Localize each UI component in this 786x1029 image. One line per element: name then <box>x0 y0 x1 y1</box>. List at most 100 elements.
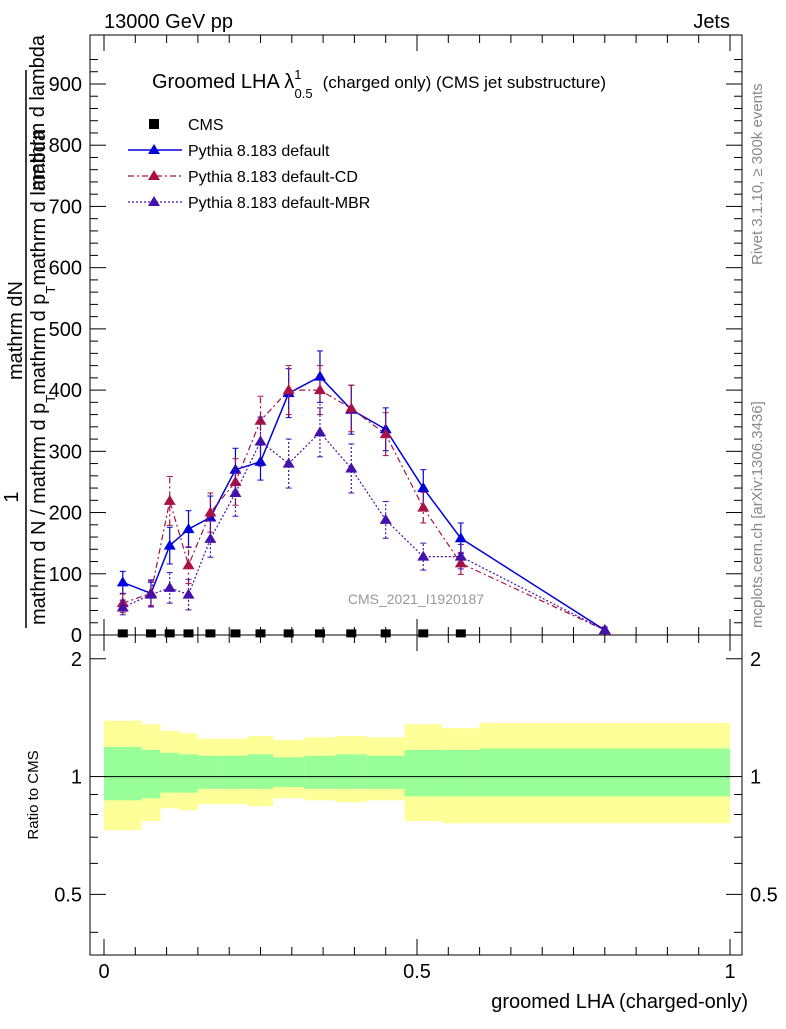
pythia-8-183-default-cd-point <box>204 506 217 517</box>
mcplots-info: mcplots.cern.ch [arXiv:1306.3436] <box>749 401 766 628</box>
header-observable: Jets <box>693 11 730 33</box>
pythia-8-183-default-point <box>163 539 176 550</box>
title-rest: (charged only) (CMS jet substructure) <box>323 73 606 92</box>
title-sup: 1 <box>294 67 301 82</box>
legend-cd-label: Pythia 8.183 default-CD <box>188 169 358 186</box>
pythia-8-183-default-point <box>116 576 129 587</box>
analysis-watermark: CMS_2021_I1920187 <box>348 591 484 607</box>
ratio-band-inner <box>104 747 142 801</box>
header-collision: 13000 GeV pp <box>104 11 233 33</box>
cms-point <box>230 629 241 638</box>
pythia-8-183-default-point <box>454 532 467 543</box>
y-tick-label: 0 <box>71 625 82 647</box>
pythia-8-183-default-mbr-point <box>116 601 129 612</box>
ratio-y-label: Ratio to CMS <box>25 750 42 839</box>
cms-point <box>283 629 294 638</box>
cms-point <box>455 629 466 638</box>
y-tick-label: 900 <box>49 74 82 96</box>
ratio-bands <box>104 720 730 831</box>
pythia-8-183-default-mbr-point <box>417 550 430 561</box>
cms-point <box>418 629 429 638</box>
pythia-8-183-default-mbr-point <box>144 588 157 599</box>
y-label-part3: mathrm d lambda <box>28 129 50 285</box>
legend: CMS Pythia 8.183 default Pythia 8.183 de… <box>128 117 370 212</box>
pythia-8-183-default-mbr-point <box>598 624 611 635</box>
pythia-8-183-default-mbr-point <box>163 581 176 592</box>
title-sub: 0.5 <box>295 86 313 101</box>
y-tick-label: 400 <box>49 380 82 402</box>
cms-point <box>346 629 357 638</box>
y-label-part2: mathrm d p <box>28 294 50 395</box>
pythia-8-183-default-mbr-point <box>182 588 195 599</box>
y-label-part1: mathrm d N / mathrm d p <box>28 403 50 625</box>
ratio-band-inner <box>197 755 223 789</box>
pythia-8-183-default-mbr-point <box>345 462 358 473</box>
cms-point <box>164 629 175 638</box>
ratio-band-inner <box>335 754 367 789</box>
pythia-8-183-default-cd-point <box>379 428 392 439</box>
x-axis-label: groomed LHA (charged-only) <box>491 991 748 1013</box>
cms-point <box>380 629 391 638</box>
main-ticks <box>90 35 742 636</box>
ratio-y-tick-label-right: 0.5 <box>750 884 778 906</box>
pythia-8-183-default-cd-point <box>454 557 467 568</box>
y-label-top-2: mathrm d lambda <box>27 34 49 190</box>
x-tick-label: 0.5 <box>403 961 431 983</box>
ratio-band-inner <box>141 749 161 799</box>
ratio-band-inner <box>304 755 336 789</box>
pythia-8-183-default-mbr-point <box>454 550 467 561</box>
legend-cd-marker <box>148 170 160 180</box>
pythia-8-183-default-cd-point <box>229 475 242 486</box>
pythia-8-183-default-cd-line <box>122 389 606 631</box>
y-label-dN: mathrm dN <box>5 281 27 380</box>
y-label-top: mathrm dN <box>5 281 27 380</box>
main-y-tick-labels: 0 100 200 300 400 500 600 700 800 900 <box>49 74 82 647</box>
y-label-numerator: 1 <box>1 491 23 502</box>
pythia-8-183-default-mbr-point <box>379 513 392 524</box>
y-tick-label: 800 <box>49 135 82 157</box>
pythia-8-183-default-mbr-point <box>229 486 242 497</box>
pythia-8-183-default-line <box>122 375 606 631</box>
ratio-y-tick-label: 0.5 <box>54 884 82 906</box>
ratio-y-tick-label: 2 <box>71 649 82 671</box>
ratio-frame <box>89 634 743 956</box>
title-main: Groomed LHA λ <box>152 71 294 93</box>
ratio-band-inner <box>404 749 443 797</box>
pythia-8-183-default-mbr-point <box>204 532 217 543</box>
ratio-band-inner <box>179 754 198 793</box>
y-label-bottom: mathrm d N / mathrm d pTmathrm d pTmathr… <box>28 129 58 625</box>
ratio-band-inner <box>479 748 730 797</box>
x-tick-labels: 0 0.5 1 <box>98 961 735 983</box>
pythia-8-183-default-cd-point <box>417 501 430 512</box>
x-tick-label: 0 <box>98 961 109 983</box>
y-tick-label: 600 <box>49 258 82 280</box>
legend-cms-marker <box>149 119 159 129</box>
y-tick-label: 300 <box>49 441 82 463</box>
main-y-label: 1 mathrm dN mathrm d lambda mathrm d N /… <box>1 34 58 628</box>
cms-point <box>255 629 266 638</box>
pythia-8-183-default-point <box>229 463 242 474</box>
legend-default-marker <box>148 144 160 154</box>
legend-mbr-label: Pythia 8.183 default-MBR <box>188 195 370 212</box>
legend-cms-label: CMS <box>188 117 224 134</box>
y-tick-label: 500 <box>49 319 82 341</box>
cms-point <box>205 629 216 638</box>
ratio-y-tick-label: 1 <box>71 767 82 789</box>
pythia-8-183-default-cd-point <box>182 559 195 570</box>
y-tick-label: 100 <box>49 564 82 586</box>
pythia-8-183-default-mbr-point <box>254 435 267 446</box>
pythia-8-183-default-point <box>417 482 430 493</box>
y-label-sub2: T <box>43 286 58 294</box>
pythia-8-183-default-cd-point <box>254 414 267 425</box>
y-tick-label: 700 <box>49 196 82 218</box>
main-panel: 0 100 200 300 400 500 600 700 800 900 Groomed LHA… <box>49 34 743 647</box>
ratio-y-tick-labels: 0.5 0.5 1 1 2 2 <box>54 649 778 907</box>
pythia-8-183-default-cd-point <box>313 384 326 395</box>
pythia-8-183-default-point <box>182 523 195 534</box>
cms-point <box>117 629 128 638</box>
ratio-y-tick-label-right: 1 <box>750 767 761 789</box>
pythia-8-183-default-cd-point <box>163 494 176 505</box>
cms-point <box>183 629 194 638</box>
ratio-band-inner <box>273 757 305 788</box>
